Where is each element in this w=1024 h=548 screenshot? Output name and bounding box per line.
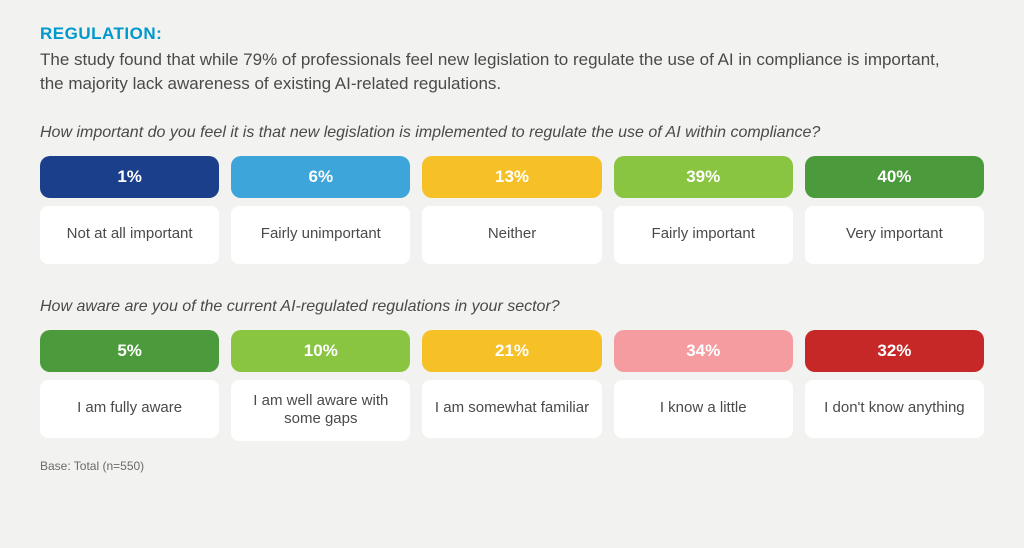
q2-value-pill: 10% <box>231 330 410 372</box>
question-1-text: How important do you feel it is that new… <box>40 124 984 142</box>
q2-label: I am fully aware <box>40 380 219 438</box>
q1-label: Very important <box>805 206 984 264</box>
q2-value-pill: 34% <box>614 330 793 372</box>
question-2-row: 5% I am fully aware 10% I am well aware … <box>40 330 984 442</box>
q1-item: 13% Neither <box>422 156 601 264</box>
q1-item: 40% Very important <box>805 156 984 264</box>
q1-value-pill: 40% <box>805 156 984 198</box>
q2-value-pill: 32% <box>805 330 984 372</box>
q1-value-pill: 13% <box>422 156 601 198</box>
q1-label: Fairly important <box>614 206 793 264</box>
q2-value-pill: 5% <box>40 330 219 372</box>
q2-label: I am somewhat familiar <box>422 380 601 438</box>
q1-label: Fairly unimportant <box>231 206 410 264</box>
section-heading: REGULATION: <box>40 24 984 44</box>
q2-label: I am well aware with some gaps <box>231 380 410 442</box>
footnote: Base: Total (n=550) <box>40 459 984 473</box>
q2-value-pill: 21% <box>422 330 601 372</box>
q2-item: 21% I am somewhat familiar <box>422 330 601 442</box>
intro-text: The study found that while 79% of profes… <box>40 48 960 96</box>
q1-value-pill: 39% <box>614 156 793 198</box>
q1-label: Not at all important <box>40 206 219 264</box>
q1-item: 1% Not at all important <box>40 156 219 264</box>
q1-value-pill: 6% <box>231 156 410 198</box>
q2-label: I don't know anything <box>805 380 984 438</box>
q1-label: Neither <box>422 206 601 264</box>
q2-item: 32% I don't know anything <box>805 330 984 442</box>
q2-item: 34% I know a little <box>614 330 793 442</box>
q1-item: 6% Fairly unimportant <box>231 156 410 264</box>
q1-item: 39% Fairly important <box>614 156 793 264</box>
q2-item: 5% I am fully aware <box>40 330 219 442</box>
question-1-row: 1% Not at all important 6% Fairly unimpo… <box>40 156 984 264</box>
q1-value-pill: 1% <box>40 156 219 198</box>
question-2-text: How aware are you of the current AI-regu… <box>40 298 984 316</box>
q2-item: 10% I am well aware with some gaps <box>231 330 410 442</box>
q2-label: I know a little <box>614 380 793 438</box>
